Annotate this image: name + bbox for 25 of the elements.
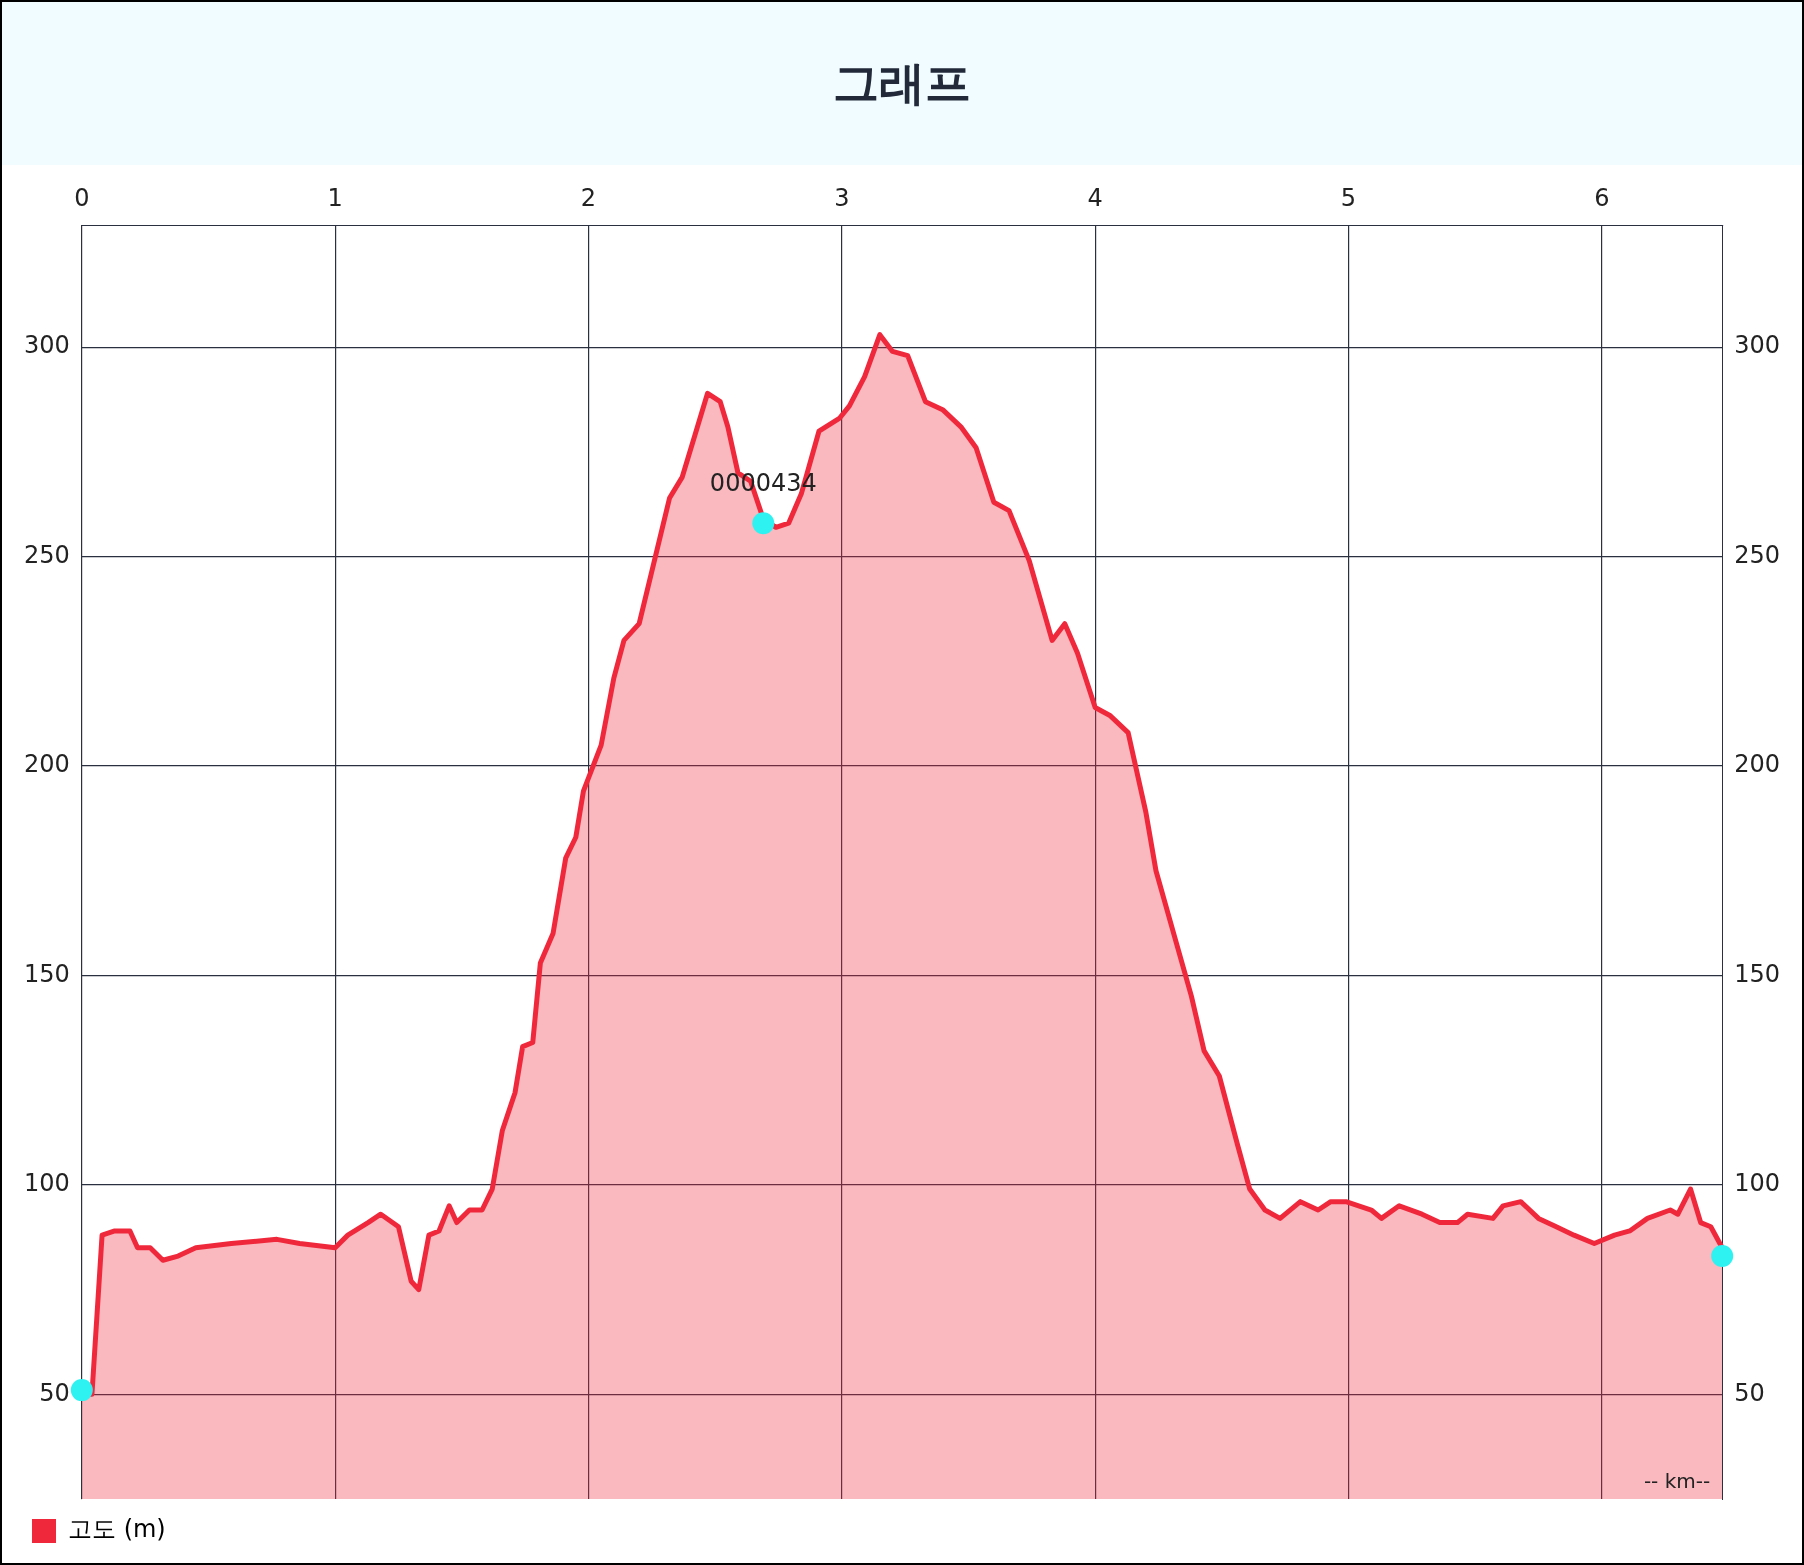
x-tick-label: 2 bbox=[580, 183, 597, 212]
x-tick-label: 5 bbox=[1340, 183, 1357, 212]
y2-tick-label: 150 bbox=[1734, 959, 1780, 988]
x-tick-label: 4 bbox=[1087, 183, 1103, 212]
y-tick-label: 200 bbox=[24, 750, 70, 779]
x-tick-label: 3 bbox=[834, 183, 850, 212]
y2-tick-label: 200 bbox=[1734, 750, 1780, 779]
y2-tick-label: 250 bbox=[1734, 540, 1780, 569]
y-tick-label: 300 bbox=[24, 331, 70, 360]
legend-label: 고도 (m) bbox=[68, 1515, 166, 1544]
x-tick-label: 1 bbox=[327, 183, 343, 212]
point bbox=[752, 512, 775, 535]
y-tick-label: 150 bbox=[24, 959, 70, 988]
y-tick-label: 250 bbox=[24, 540, 70, 569]
point bbox=[70, 1379, 93, 1402]
y2-tick-label: 300 bbox=[1734, 331, 1780, 360]
x-tick-label: 0 bbox=[74, 183, 90, 212]
y-tick-label: 100 bbox=[24, 1169, 70, 1198]
x-tick-label: 6 bbox=[1594, 183, 1610, 212]
x-axis-title: -- km-- bbox=[1643, 1469, 1711, 1494]
y2-tick-label: 50 bbox=[1734, 1378, 1765, 1407]
chart-title: 그래프 bbox=[833, 54, 971, 112]
point bbox=[1711, 1245, 1734, 1268]
y2-tick-label: 100 bbox=[1734, 1169, 1780, 1198]
y-tick-label: 50 bbox=[39, 1378, 70, 1407]
